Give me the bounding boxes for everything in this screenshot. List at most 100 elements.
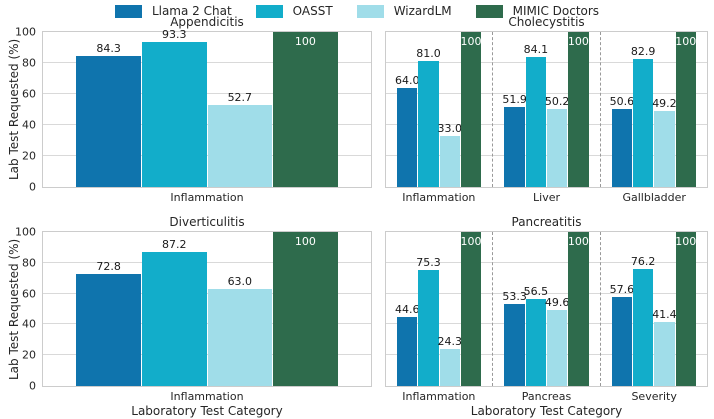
gridline: [43, 292, 371, 294]
bar-value-label: 33.0: [437, 121, 463, 135]
bar-oasst: 75.3: [416, 256, 441, 386]
bar-group: 57.6 76.2 41.4 100: [599, 232, 707, 386]
bar-mimic-doctors: 100: [568, 32, 589, 187]
y-tick-label: 20: [22, 149, 36, 163]
gridline: [386, 93, 707, 94]
bar-value-label: 75.3: [416, 256, 441, 270]
x-tick-label: Inflammation: [402, 191, 476, 204]
bar-value-label: 52.7: [227, 91, 253, 105]
bar-row: 53.3 56.5 49.6 100: [502, 232, 589, 386]
bar-group: 50.6 82.9 49.2 100: [599, 32, 707, 187]
bar-value-label: 44.6: [395, 303, 420, 317]
gridline: [43, 124, 371, 125]
bar-value-label: 100: [675, 235, 697, 248]
gridline: [386, 354, 707, 356]
bar-row: 44.6 75.3 24.3 100: [395, 232, 482, 386]
y-axis-label: Lab Test Requested (%): [7, 38, 21, 181]
bar-value-label: 84.3: [96, 42, 121, 56]
x-tick-label: Inflammation: [170, 390, 244, 403]
bar-row: 51.9 84.1 50.2 100: [502, 32, 589, 187]
bar-wizardlm: 49.6: [545, 296, 569, 386]
bar-llama-2-chat: 53.3: [502, 290, 527, 386]
y-tick-label: 100: [15, 225, 36, 239]
x-tick-labels: Inflammation: [42, 390, 372, 403]
gridline: [43, 354, 371, 356]
y-tick-label: 0: [29, 379, 36, 393]
subplot-pancreatitis: Pancreatitis 44.6 75.3 24.3 100 53.3 56.5 49.6…: [385, 215, 708, 418]
bar-mimic-doctors: 100: [461, 32, 482, 187]
subplot-diverticulitis: Diverticulitis 0 20 40 60 80 100 72.8 87.2 63.0 1…: [7, 215, 372, 418]
legend-swatch-icon: [475, 4, 503, 18]
bar-mimic-doctors: 100: [273, 32, 338, 187]
x-tick-label: Severity: [631, 390, 677, 403]
subplot-title: Pancreatitis: [511, 215, 582, 229]
bar-value-label: 93.3: [161, 28, 187, 42]
legend-item-wizardlm: WizardLM: [356, 4, 452, 18]
x-tick-label: Liver: [533, 191, 560, 204]
y-tick-label: 100: [15, 25, 36, 39]
bar-group: 44.6 75.3 24.3 100: [386, 232, 492, 386]
legend-label: WizardLM: [393, 4, 452, 18]
bar-value-label: 64.0: [395, 73, 420, 87]
bar-value-label: 81.0: [416, 47, 441, 61]
gridline: [43, 323, 371, 325]
bar-wizardlm: 52.7: [207, 91, 273, 187]
gridline: [386, 261, 707, 263]
bar-row: 72.8 87.2 63.0 100: [76, 232, 338, 386]
x-axis-label: Laboratory Test Category: [131, 404, 283, 418]
bar-wizardlm: 50.2: [545, 95, 569, 187]
bar-oasst: 76.2: [631, 255, 655, 386]
y-axis-label: Lab Test Requested (%): [7, 238, 21, 380]
legend-label: MIMIC Doctors: [512, 4, 600, 18]
bar-row: 84.3 93.3 52.7 100: [76, 28, 338, 187]
bar-llama-2-chat: 57.6: [610, 283, 634, 386]
plot-area: 44.6 75.3 24.3 100 53.3 56.5 49.6 100 57.6 76.2 41…: [385, 231, 708, 387]
bar-mimic-doctors: 100: [460, 232, 482, 386]
subplot-appendicitis: Appendicitis 0 20 40 60 80 100 84.3 93.3 52.7 100…: [7, 15, 372, 204]
y-tick-label: 0: [29, 180, 36, 194]
bar-row: 57.6 76.2 41.4 100: [610, 232, 697, 386]
bar-value-label: 41.4: [652, 308, 677, 322]
y-tick-label: 80: [22, 256, 36, 270]
y-tick-label: 40: [22, 317, 36, 331]
x-tick-label: Pancreas: [521, 390, 572, 403]
bar-oasst: 87.2: [141, 238, 207, 386]
subplot-title: Appendicitis: [170, 15, 244, 29]
bar-value-label: 57.6: [609, 283, 635, 297]
bar-value-label: 53.3: [502, 289, 527, 303]
bar-value-label: 100: [294, 35, 316, 48]
bar-value-label: 76.2: [630, 254, 656, 268]
y-tick-label: 20: [22, 348, 36, 362]
gridline: [386, 124, 707, 125]
legend-item-llama-2-chat: Llama 2 Chat: [114, 4, 232, 18]
bar-mimic-doctors: 100: [568, 232, 589, 386]
bar-mimic-doctors: 100: [675, 32, 696, 187]
bar-value-label: 100: [460, 235, 482, 248]
bar-group: 84.3 93.3 52.7 100: [43, 28, 371, 187]
plot-area: 0 20 40 60 80 100 72.8 87.2 63.0 100: [15, 226, 372, 393]
bar-value-label: 50.2: [544, 95, 570, 109]
plot-area: 64.0 81.0 33.0 100 51.9 84.1 50.2 100 50.6 82.9 49…: [385, 31, 708, 188]
bar-mimic-doctors: 100: [273, 232, 338, 386]
bar-value-label: 63.0: [227, 274, 253, 288]
legend-item-mimic-doctors: MIMIC Doctors: [475, 4, 600, 18]
bar-mimic-doctors: 100: [675, 232, 697, 386]
bar-value-label: 87.2: [161, 237, 187, 251]
x-tick-labels: Inflammation Liver Gallbladder: [385, 191, 708, 204]
legend-swatch-icon: [356, 4, 384, 18]
x-tick-label: Inflammation: [402, 390, 476, 403]
gridline: [386, 155, 707, 156]
bar-llama-2-chat: 72.8: [76, 260, 141, 386]
bar-oasst: 56.5: [524, 285, 548, 386]
bar-value-label: 49.2: [652, 96, 677, 110]
bar-value-label: 50.6: [609, 94, 635, 108]
x-tick-label: Inflammation: [170, 191, 244, 204]
bar-wizardlm: 33.0: [438, 122, 462, 187]
subplot-cholecystitis: Cholecystitis 64.0 81.0 33.0 100 51.9 84.1 50.…: [385, 15, 708, 204]
bar-llama-2-chat: 84.3: [76, 42, 141, 187]
y-tick-label: 60: [22, 287, 36, 301]
bar-wizardlm: 63.0: [207, 275, 273, 386]
bar-group: 53.3 56.5 49.6 100: [492, 232, 599, 386]
bar-oasst: 82.9: [631, 45, 655, 187]
